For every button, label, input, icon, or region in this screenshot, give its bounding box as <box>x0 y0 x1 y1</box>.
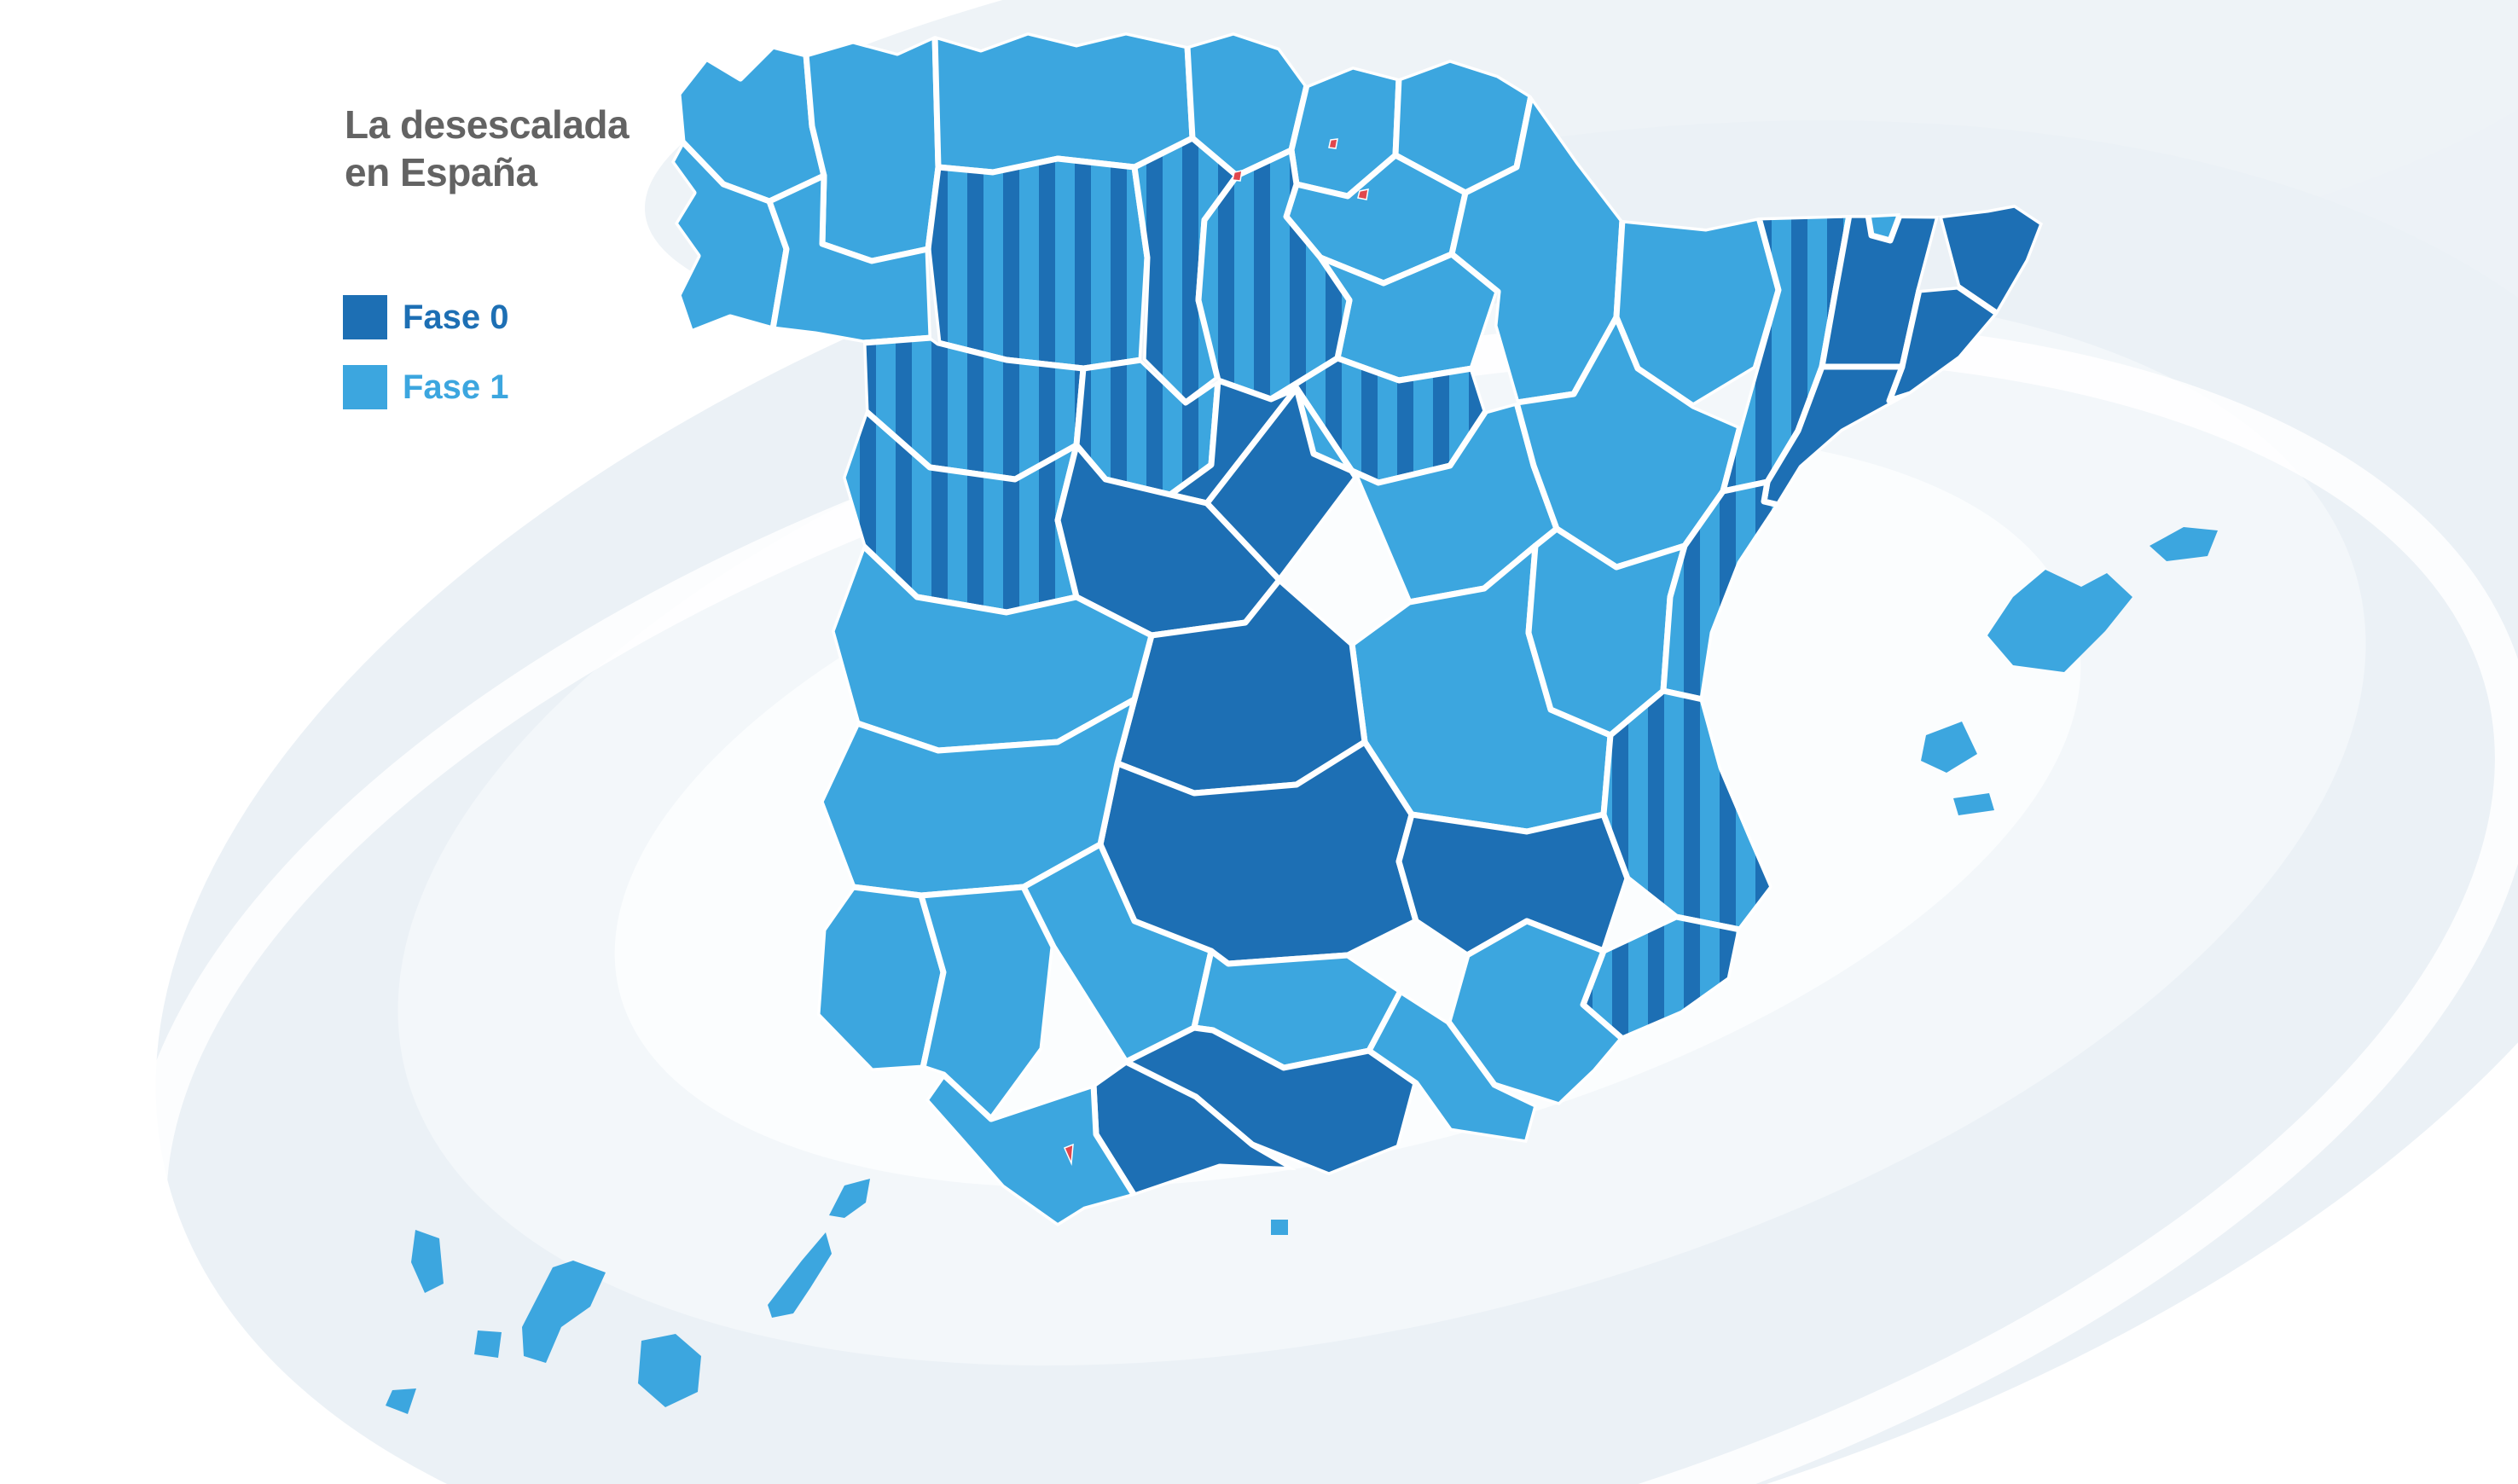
title-line-1: La desescalada <box>345 102 630 147</box>
fase1-swatch <box>343 365 387 409</box>
fase0-label: Fase 0 <box>403 299 509 336</box>
island-gran-canaria[interactable] <box>638 1334 701 1407</box>
island-menorca[interactable] <box>2150 527 2218 561</box>
island-mallorca[interactable] <box>1987 570 2132 672</box>
fase0-swatch <box>343 295 387 339</box>
legend-item-fase0: Fase 0 <box>343 295 509 339</box>
legend: Fase 0 Fase 1 <box>343 295 509 435</box>
page-title: La desescalada en España <box>345 101 630 196</box>
province-castellon[interactable] <box>1660 478 1782 703</box>
enclave-gibraltar <box>1063 1143 1074 1166</box>
province-val-daran[interactable] <box>1865 210 1904 244</box>
island-ibiza[interactable] <box>1921 722 1977 773</box>
island-la-gomera[interactable] <box>474 1330 502 1358</box>
province-tarragona[interactable] <box>1761 363 1914 508</box>
province-burgos[interactable] <box>1195 147 1353 403</box>
island-lanzarote[interactable] <box>829 1179 870 1218</box>
island-la-palma[interactable] <box>411 1230 444 1293</box>
enclave-enclave-norte <box>1328 138 1338 149</box>
enclave-trevino <box>1357 188 1369 200</box>
legend-item-fase1: Fase 1 <box>343 365 509 409</box>
province-leon[interactable] <box>925 155 1151 372</box>
title-line-2: en España <box>345 150 537 194</box>
fase1-label: Fase 1 <box>403 368 509 406</box>
island-fuerteventura[interactable] <box>768 1232 832 1318</box>
city-ceuta[interactable] <box>1071 1180 1088 1196</box>
city-melilla[interactable] <box>1271 1220 1288 1235</box>
island-formentera[interactable] <box>1953 793 1994 815</box>
enclave-valle-de-villaverde <box>1232 170 1243 182</box>
island-tenerife[interactable] <box>522 1261 606 1363</box>
island-el-hierro[interactable] <box>386 1388 416 1414</box>
province-asturias[interactable] <box>931 32 1196 176</box>
province-lugo[interactable] <box>803 32 942 264</box>
province-almeria[interactable] <box>1366 988 1540 1146</box>
